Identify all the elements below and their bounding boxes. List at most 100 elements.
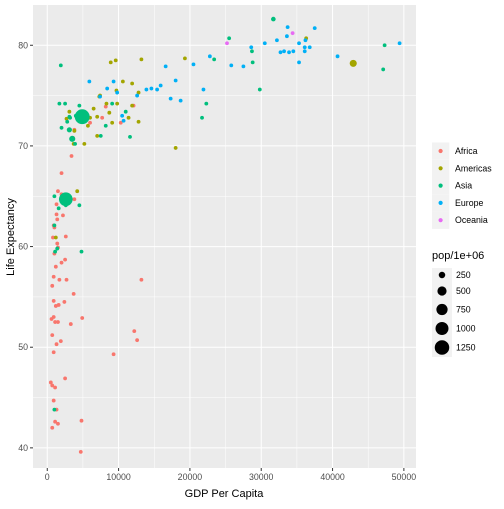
point-americas: [86, 123, 90, 128]
x-tick-label: 10000: [106, 472, 131, 482]
point-africa: [56, 303, 61, 307]
color-legend: Africa Americas Asia Europe Oceania: [432, 142, 492, 229]
point-asia: [73, 113, 78, 118]
point-americas: [139, 57, 144, 62]
point-asia: [55, 246, 60, 251]
point-asia: [69, 135, 76, 142]
point-africa: [54, 342, 59, 347]
point-americas: [349, 59, 357, 67]
point-africa: [63, 376, 67, 381]
point-europe: [278, 50, 283, 55]
point-asia: [250, 60, 255, 65]
point-europe: [303, 38, 308, 43]
point-europe: [149, 86, 154, 91]
point-africa: [64, 277, 69, 282]
point-europe: [282, 49, 286, 54]
point-africa: [54, 212, 59, 217]
point-asia: [52, 407, 57, 412]
point-europe: [105, 86, 110, 91]
point-africa: [56, 320, 60, 324]
point-europe: [287, 50, 291, 55]
point-americas: [104, 101, 109, 106]
x-tick-label: 0: [45, 472, 50, 482]
legend-label-asia: Asia: [455, 181, 472, 191]
point-americas: [113, 58, 118, 63]
legend-dot-asia: [438, 183, 443, 188]
point-africa: [103, 104, 108, 109]
point-africa: [51, 398, 56, 403]
point-asia: [58, 192, 73, 207]
point-asia: [110, 101, 115, 106]
point-africa: [50, 333, 55, 338]
point-europe: [285, 34, 289, 39]
legend-label-oceania: Oceania: [455, 215, 488, 225]
point-europe: [312, 26, 317, 31]
point-americas: [130, 103, 135, 108]
point-europe: [135, 93, 140, 98]
point-europe: [98, 94, 102, 99]
y-tick-label: 80: [18, 40, 28, 50]
size-legend-label: 500: [456, 286, 471, 296]
point-oceania: [290, 31, 295, 36]
point-europe: [155, 87, 160, 92]
point-europe: [158, 83, 163, 88]
point-americas: [120, 79, 125, 84]
point-asia: [63, 101, 67, 106]
point-asia: [65, 119, 70, 124]
size-legend-title: pop/1e+06: [432, 250, 484, 262]
point-africa: [63, 257, 67, 262]
point-africa: [71, 291, 76, 296]
point-asia: [204, 101, 209, 106]
legend-dot-oceania: [438, 218, 443, 223]
point-africa: [59, 171, 64, 175]
point-africa: [61, 213, 65, 218]
point-europe: [275, 38, 279, 43]
point-asia: [63, 203, 68, 208]
point-europe: [120, 113, 125, 118]
point-europe: [229, 63, 234, 68]
point-europe: [241, 64, 246, 69]
point-asia: [53, 249, 58, 254]
point-europe: [335, 54, 340, 59]
point-europe: [178, 98, 183, 103]
point-americas: [183, 56, 187, 61]
point-africa: [72, 197, 77, 202]
point-oceania: [225, 41, 229, 46]
point-africa: [48, 380, 53, 385]
x-axis-title: GDP Per Capita: [185, 488, 265, 500]
point-africa: [88, 120, 92, 125]
point-americas: [67, 109, 72, 114]
point-asia: [57, 101, 62, 106]
size-legend-circle: [434, 340, 450, 355]
point-americas: [107, 110, 112, 115]
point-africa: [78, 449, 83, 454]
point-africa: [68, 322, 73, 326]
point-europe: [397, 41, 402, 46]
point-europe: [302, 49, 307, 54]
point-europe: [307, 45, 312, 50]
point-europe: [297, 60, 301, 65]
point-americas: [173, 146, 178, 150]
point-europe: [302, 45, 307, 50]
point-asia: [200, 115, 204, 120]
point-asia: [271, 16, 276, 22]
point-asia: [257, 87, 262, 92]
point-africa: [135, 338, 140, 343]
point-africa: [51, 235, 55, 240]
point-europe: [262, 41, 267, 46]
plot-panel: [33, 5, 416, 468]
point-europe: [249, 45, 254, 50]
point-asia: [123, 109, 128, 114]
point-asia: [98, 133, 103, 138]
point-europe: [291, 49, 296, 54]
point-americas: [82, 142, 87, 146]
point-americas: [130, 81, 135, 86]
point-africa: [56, 189, 60, 194]
x-axis: 0 10000 20000 30000 40000 50000: [45, 468, 416, 482]
point-africa: [118, 120, 123, 125]
size-legend-label: 1250: [456, 343, 476, 353]
point-africa: [63, 234, 68, 239]
point-americas: [108, 60, 113, 65]
size-legend-label: 250: [456, 270, 471, 280]
